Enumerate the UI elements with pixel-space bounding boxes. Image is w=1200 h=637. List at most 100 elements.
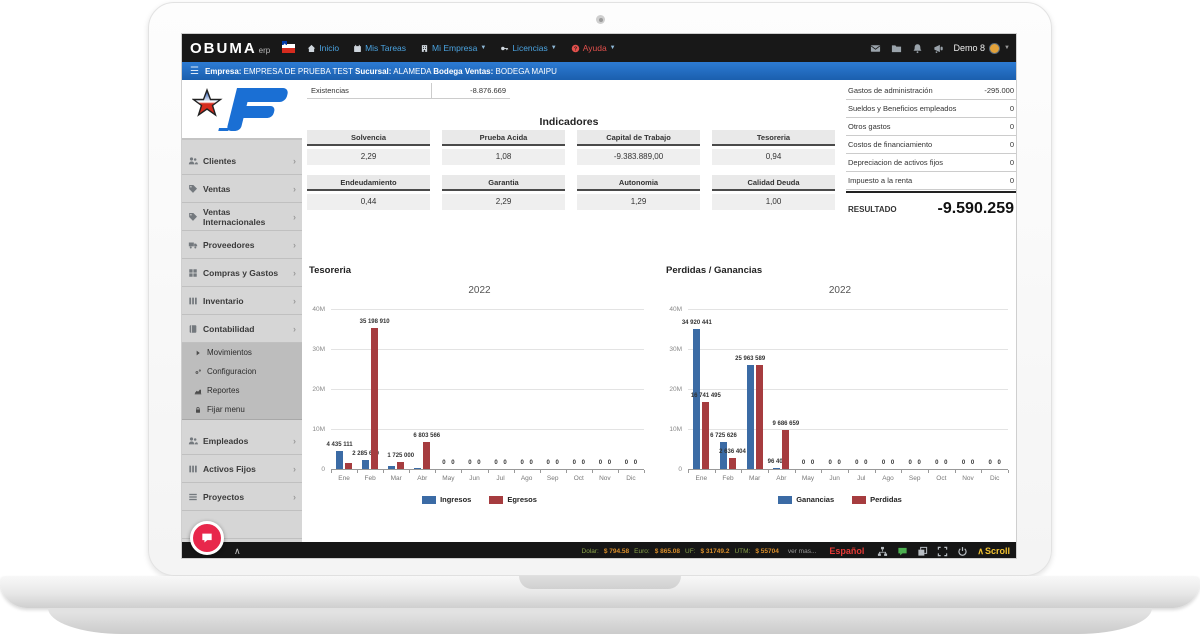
x-axis-label: Dic <box>989 475 1000 482</box>
sidebar-item-movimientos[interactable]: Movimientos <box>182 343 302 362</box>
legend-swatch <box>489 495 504 504</box>
user-menu[interactable]: Demo 8 ▼ <box>954 42 1010 54</box>
sidebar-item-empleados[interactable]: Empleados › <box>182 427 302 455</box>
legend-label: Ganancias <box>796 495 835 504</box>
expand-icon[interactable] <box>937 546 948 557</box>
bar-value-label: 0 <box>890 460 895 466</box>
sitemap-icon[interactable] <box>877 546 888 557</box>
legend-swatch <box>422 495 437 504</box>
nav-item-inicio[interactable]: Inicio <box>307 43 339 53</box>
key-icon <box>500 44 509 53</box>
bar-ingresos-feb <box>362 460 370 469</box>
sidebar-item-label: Fijar menu <box>207 405 245 414</box>
sidebar-collapse-chevron[interactable]: ∧ <box>234 545 241 556</box>
bar-value-label: 1 725 000 <box>387 453 415 459</box>
sidebar-item-contabilidad[interactable]: Contabilidad › <box>182 315 302 343</box>
sidebar-item-ventas[interactable]: Ventas › <box>182 175 302 203</box>
chat-icon[interactable] <box>897 546 908 557</box>
currency-label: UF: <box>685 547 696 555</box>
company-logo-image <box>192 87 288 131</box>
top-navbar: OBUMA erp Inicio Mis Tareas Mi Empresa▼ Lic… <box>182 34 1016 62</box>
indicator-value: 1,00 <box>712 194 835 210</box>
sidebar-item-label: Proveedores <box>203 239 255 250</box>
scroll-top-button[interactable]: ∧ Scroll <box>977 546 1010 557</box>
chevron-right-icon: › <box>293 463 296 474</box>
bar-egresos-ene <box>345 463 353 469</box>
bar-value-label: 0 <box>935 460 939 466</box>
indicator-label: Solvencia <box>307 130 430 146</box>
nav-item-ayuda[interactable]: ? Ayuda ▼ <box>571 43 616 53</box>
indicator-label: Prueba Acida <box>442 130 565 146</box>
chevron-right-icon: › <box>293 491 296 502</box>
sidebar-item-configuracion[interactable]: Configuracion <box>182 362 302 381</box>
nav-item-mis-tareas[interactable]: Mis Tareas <box>353 43 406 53</box>
main-menu: Inicio Mis Tareas Mi Empresa ▼ Licencias ▼ ? Ay… <box>307 43 616 53</box>
bodega-label: Bodega Ventas: <box>433 66 494 76</box>
sidebar-item-label: Movimientos <box>207 348 252 357</box>
x-tick <box>1008 470 1009 473</box>
sidebar-item-label: Configuracion <box>207 367 257 376</box>
sidebar-item-inventario[interactable]: Inventario › <box>182 287 302 315</box>
avatar <box>989 42 1001 54</box>
ver-mas-link[interactable]: ver mas... <box>787 547 817 555</box>
legend-item-perdidas: Perdidas <box>852 495 902 504</box>
nav-item-licencias[interactable]: Licencias ▼ <box>500 43 557 53</box>
chat-fab-button[interactable] <box>190 521 224 555</box>
sidebar-item-reportes[interactable]: Reportes <box>182 381 302 400</box>
sidebar-item-label: Compras y Gastos <box>203 267 279 278</box>
power-icon[interactable] <box>957 546 968 557</box>
x-axis-label: Mar <box>749 475 761 482</box>
chevron-up-icon: ∧ <box>977 545 984 556</box>
bar-value-label: 0 <box>908 460 912 466</box>
bar-value-label: 16 741 495 <box>690 393 721 399</box>
sidebar-item-ventas-internacionales[interactable]: Ventas Internacionales › <box>182 203 302 231</box>
chart-legend: Ingresos Egresos <box>307 495 652 504</box>
chart-title: Tesoreria <box>309 265 352 276</box>
bar-value-label: 0 <box>864 460 868 466</box>
sidebar-item-compras-y-gastos[interactable]: Compras y Gastos › <box>182 259 302 287</box>
brand-logo[interactable]: OBUMA erp <box>190 40 270 57</box>
x-axis-label: May <box>801 475 815 482</box>
x-tick <box>409 470 411 473</box>
app-window: OBUMA erp Inicio Mis Tareas Mi Empresa▼ Lic… <box>181 33 1017 559</box>
tesoreria-chart: Tesoreria 2022 0 10M 20M 30M 40M Ene 4 435 111 Fe… <box>307 265 652 509</box>
language-button[interactable]: Español <box>829 546 865 556</box>
expense-row: Costos de financiamiento 0 <box>846 136 1016 154</box>
x-tick <box>954 470 956 473</box>
chevron-down-icon: ▼ <box>480 45 487 51</box>
sidebar-item-clientes[interactable]: Clientes › <box>182 147 302 175</box>
folder-icon[interactable] <box>891 43 902 54</box>
bell-icon[interactable] <box>912 43 923 54</box>
y-tick-label: 0 <box>678 465 682 473</box>
sidebar-item-activos-fijos[interactable]: Activos Fijos › <box>182 455 302 483</box>
bar-value-label: 0 <box>572 460 576 466</box>
bar-value-label: 0 <box>801 460 806 466</box>
context-text: Empresa: EMPRESA DE PRUEBA TEST Sucursal… <box>205 67 557 76</box>
envelope-icon[interactable] <box>870 43 881 54</box>
bar-value-label: 0 <box>624 460 629 466</box>
stack-icon[interactable] <box>917 546 928 557</box>
megaphone-icon[interactable] <box>933 43 944 54</box>
sidebar-item-proveedores[interactable]: Proveedores › <box>182 231 302 259</box>
chart-year-label: 2022 <box>828 285 852 296</box>
sidebar-item-label: Empleados <box>203 435 249 446</box>
hamburger-icon[interactable]: ☰ <box>190 65 199 77</box>
y-tick-label: 30M <box>669 345 682 353</box>
sidebar-menu-lower: Empleados › Activos Fijos › Proyectos › <box>182 427 302 511</box>
company-logo[interactable] <box>182 80 302 140</box>
chevron-right-icon: › <box>293 155 296 166</box>
nav-item-mi-empresa[interactable]: Mi Empresa ▼ <box>420 43 486 53</box>
bar-value-label: 0 <box>442 460 446 466</box>
chevron-right-icon: › <box>293 295 296 306</box>
x-tick <box>565 470 567 473</box>
sidebar-item-fijar-menu[interactable]: Fijar menu <box>182 400 302 419</box>
x-tick <box>821 470 823 473</box>
x-axis-label: Abr <box>417 475 428 482</box>
indicator-label: Endeudamiento <box>307 175 430 191</box>
sidebar: Clientes › Ventas › Ventas Internacionales › P… <box>182 80 302 558</box>
x-tick <box>928 470 929 473</box>
sidebar-spacer-2 <box>182 420 302 427</box>
chart-legend: Ganancias Perdidas <box>664 495 1016 504</box>
sidebar-item-proyectos[interactable]: Proyectos › <box>182 483 302 511</box>
gridline <box>688 309 1008 310</box>
